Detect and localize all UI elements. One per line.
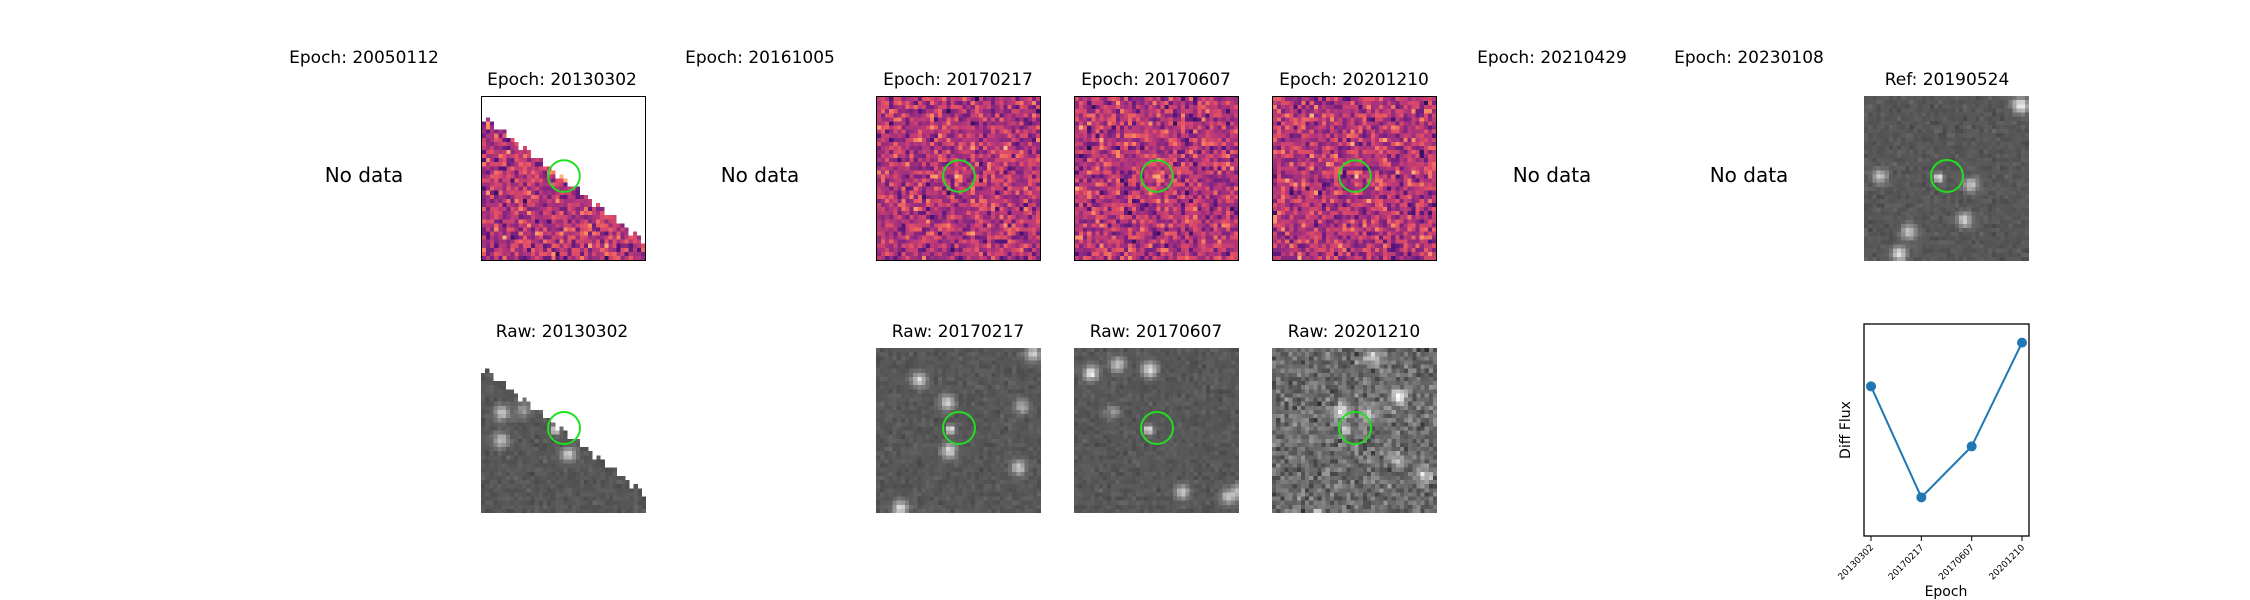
raw-image	[1074, 348, 1239, 513]
reference-title: Ref: 20190524	[1884, 70, 2010, 90]
raw-title: Raw: 20201210	[1287, 322, 1421, 342]
x-axis-label: Epoch	[1925, 584, 1968, 600]
target-marker	[547, 411, 581, 445]
raw-image-pixels	[876, 348, 1041, 513]
x-tick-label: 20170217	[1887, 543, 1926, 582]
y-axis-label: Diff Flux	[1838, 401, 1854, 459]
reference-image	[1864, 96, 2029, 261]
difference-image	[876, 96, 1041, 261]
raw-image	[481, 348, 646, 513]
target-marker	[1338, 411, 1372, 445]
epoch-title: Epoch: 20161005	[685, 48, 835, 68]
x-tick-label: 20170607	[1937, 543, 1976, 582]
raw-image-pixels	[1074, 348, 1239, 513]
target-marker	[1338, 159, 1372, 193]
x-tick-label: 20130302	[1837, 543, 1876, 582]
target-marker	[1140, 159, 1174, 193]
difference-image	[1074, 96, 1239, 261]
data-point	[2017, 337, 2027, 348]
difference-image-pixels	[482, 97, 645, 260]
target-marker	[547, 159, 581, 193]
x-tick-label: 20201210	[1988, 543, 2028, 583]
epoch-title: Epoch: 20210429	[1477, 48, 1627, 68]
data-point	[1916, 492, 1927, 503]
target-marker	[1140, 411, 1174, 445]
no-data-label: No data	[1709, 163, 1789, 187]
epoch-title: Epoch: 20230108	[1674, 48, 1824, 68]
raw-title: Raw: 20130302	[495, 322, 629, 342]
no-data-label: No data	[720, 163, 800, 187]
raw-image	[1272, 348, 1437, 513]
raw-image-pixels	[481, 348, 646, 513]
epoch-title: Epoch: 20170607	[1081, 70, 1231, 90]
epoch-title: Epoch: 20050112	[289, 48, 439, 68]
difference-image-pixels	[1075, 97, 1238, 260]
target-marker	[1930, 159, 1964, 193]
series-line	[1870, 342, 2023, 500]
data-point	[1966, 441, 1977, 452]
no-data-label: No data	[1512, 163, 1592, 187]
light-curve-marks: 20130302 20170217 20170607 20201210	[1837, 337, 2028, 583]
target-marker	[942, 411, 976, 445]
raw-image	[876, 348, 1041, 513]
epoch-title: Epoch: 20170217	[883, 70, 1033, 90]
raw-image-pixels	[1272, 348, 1437, 513]
epoch-title: Epoch: 20130302	[487, 70, 637, 90]
raw-title: Raw: 20170217	[891, 322, 1025, 342]
epoch-title: Epoch: 20201210	[1279, 70, 1429, 90]
no-data-label: No data	[324, 163, 404, 187]
reference-image-pixels	[1864, 96, 2029, 261]
difference-image-pixels	[1273, 97, 1436, 260]
chart-frame	[1863, 323, 2030, 537]
difference-image	[1272, 96, 1437, 261]
raw-title: Raw: 20170607	[1089, 322, 1223, 342]
difference-image-pixels	[877, 97, 1040, 260]
data-point	[1866, 381, 1876, 392]
target-marker	[942, 159, 976, 193]
difference-image	[481, 96, 646, 261]
